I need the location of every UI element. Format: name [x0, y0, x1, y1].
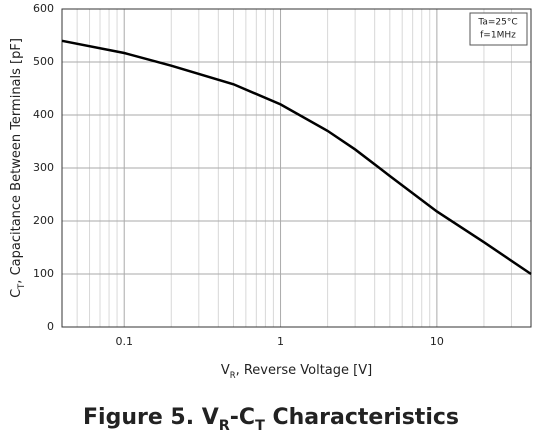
- text-part: Figure 5. V: [83, 405, 219, 430]
- y-tick-label: 500: [33, 55, 54, 68]
- subscript: T: [255, 418, 265, 434]
- text-part: Characteristics: [265, 405, 459, 430]
- x-axis-label: VR, Reverse Voltage [V]: [221, 363, 372, 380]
- x-tick-label: 1: [277, 335, 284, 348]
- annotation-box: [469, 12, 528, 46]
- y-tick-label: 100: [33, 267, 54, 280]
- subscript: R: [219, 418, 230, 434]
- y-axis-label: CT, Capacitance Between Terminals [pF]: [9, 38, 26, 298]
- text-part: -C: [230, 405, 255, 430]
- text-part: , Capacitance Between Terminals [pF]: [9, 38, 24, 284]
- y-tick-label: 400: [33, 108, 54, 121]
- subscript: R: [230, 370, 236, 380]
- x-tick-label: 10: [430, 335, 444, 348]
- subscript: T: [16, 283, 26, 290]
- y-tick-label: 300: [33, 161, 54, 174]
- annotation: f=1MHz: [480, 31, 516, 41]
- text-part: , Reverse Voltage [V]: [236, 363, 373, 378]
- plot-frame: [61, 8, 532, 328]
- x-tick-label: 0.1: [115, 335, 133, 348]
- y-tick-label: 600: [33, 2, 54, 15]
- text-part: C: [9, 289, 24, 298]
- chart-title: Figure 5. VR-CT Characteristics: [83, 405, 459, 434]
- text-part: V: [221, 363, 230, 378]
- y-tick-label: 200: [33, 214, 54, 227]
- line: [61, 39, 532, 276]
- y-tick-label: 0: [47, 320, 54, 333]
- annotation: Ta=25°C: [477, 18, 517, 28]
